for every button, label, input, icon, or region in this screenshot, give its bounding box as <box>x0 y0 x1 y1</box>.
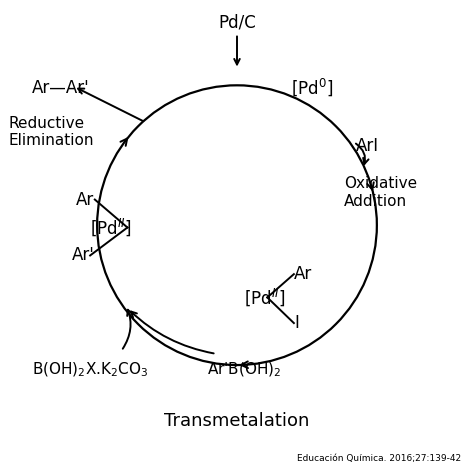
Text: Transmetalation: Transmetalation <box>164 412 310 430</box>
Text: Ar': Ar' <box>72 247 94 265</box>
Text: [Pd$^0$]: [Pd$^0$] <box>291 77 333 98</box>
Text: Oxidative
Addition: Oxidative Addition <box>344 176 417 209</box>
Text: Educación Química. 2016;27:139-42: Educación Química. 2016;27:139-42 <box>297 454 461 463</box>
Text: Ar: Ar <box>294 265 312 283</box>
Text: Ar—Ar': Ar—Ar' <box>32 79 90 97</box>
Text: [Pd$^{II}$]: [Pd$^{II}$] <box>90 217 132 238</box>
Text: Pd/C: Pd/C <box>218 14 256 31</box>
Text: Ar'B(OH)$_2$: Ar'B(OH)$_2$ <box>207 361 281 379</box>
Text: ArI: ArI <box>356 137 379 155</box>
Text: Ar: Ar <box>76 190 94 209</box>
Text: Reductive
Elimination: Reductive Elimination <box>9 116 94 148</box>
Text: [Pd$^{II}$]: [Pd$^{II}$] <box>244 287 286 308</box>
Text: B(OH)$_2$X.K$_2$CO$_3$: B(OH)$_2$X.K$_2$CO$_3$ <box>32 361 148 379</box>
Text: I: I <box>294 314 299 332</box>
